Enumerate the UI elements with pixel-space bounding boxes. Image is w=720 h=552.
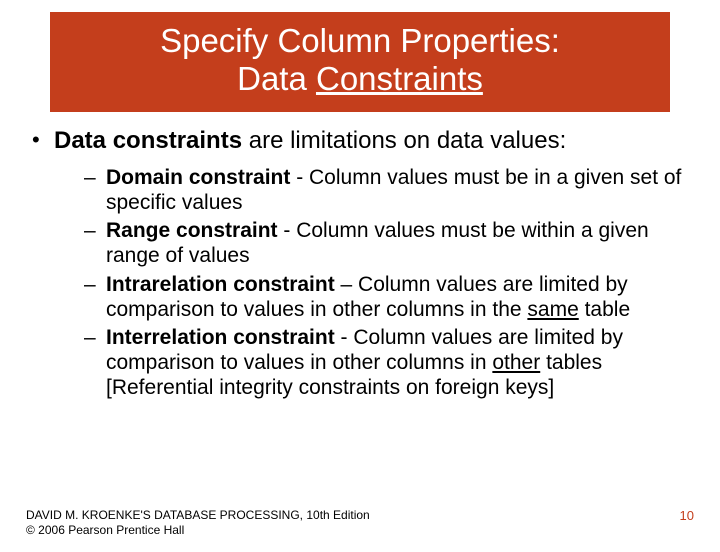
- title-line-2: Data Constraints: [70, 60, 650, 98]
- slide-title: Specify Column Properties: Data Constrai…: [50, 12, 670, 112]
- main-bullet-lead: Data constraints: [54, 127, 242, 154]
- slide-footer: DAVID M. KROENKE'S DATABASE PROCESSING, …: [26, 508, 694, 538]
- slide-body: Data constraints are limitations on data…: [0, 112, 720, 401]
- outer-list: Data constraints are limitations on data…: [26, 126, 694, 401]
- title-line-1: Specify Column Properties:: [70, 22, 650, 60]
- sub-bullet-range: Range constraint - Column values must be…: [54, 219, 694, 269]
- sub-bullet-interrelation: Interrelation constraint - Column values…: [54, 326, 694, 400]
- page-number: 10: [680, 508, 694, 523]
- main-bullet-rest: are limitations on data values:: [242, 127, 566, 154]
- footer-attribution: DAVID M. KROENKE'S DATABASE PROCESSING, …: [26, 508, 370, 538]
- footer-line-1: DAVID M. KROENKE'S DATABASE PROCESSING, …: [26, 508, 370, 523]
- inner-list: Domain constraint - Column values must b…: [54, 166, 694, 401]
- footer-line-2: © 2006 Pearson Prentice Hall: [26, 523, 370, 538]
- sub-bullet-intrarelation: Intrarelation constraint – Column values…: [54, 273, 694, 323]
- main-bullet: Data constraints are limitations on data…: [26, 126, 694, 401]
- sub-bullet-domain: Domain constraint - Column values must b…: [54, 166, 694, 216]
